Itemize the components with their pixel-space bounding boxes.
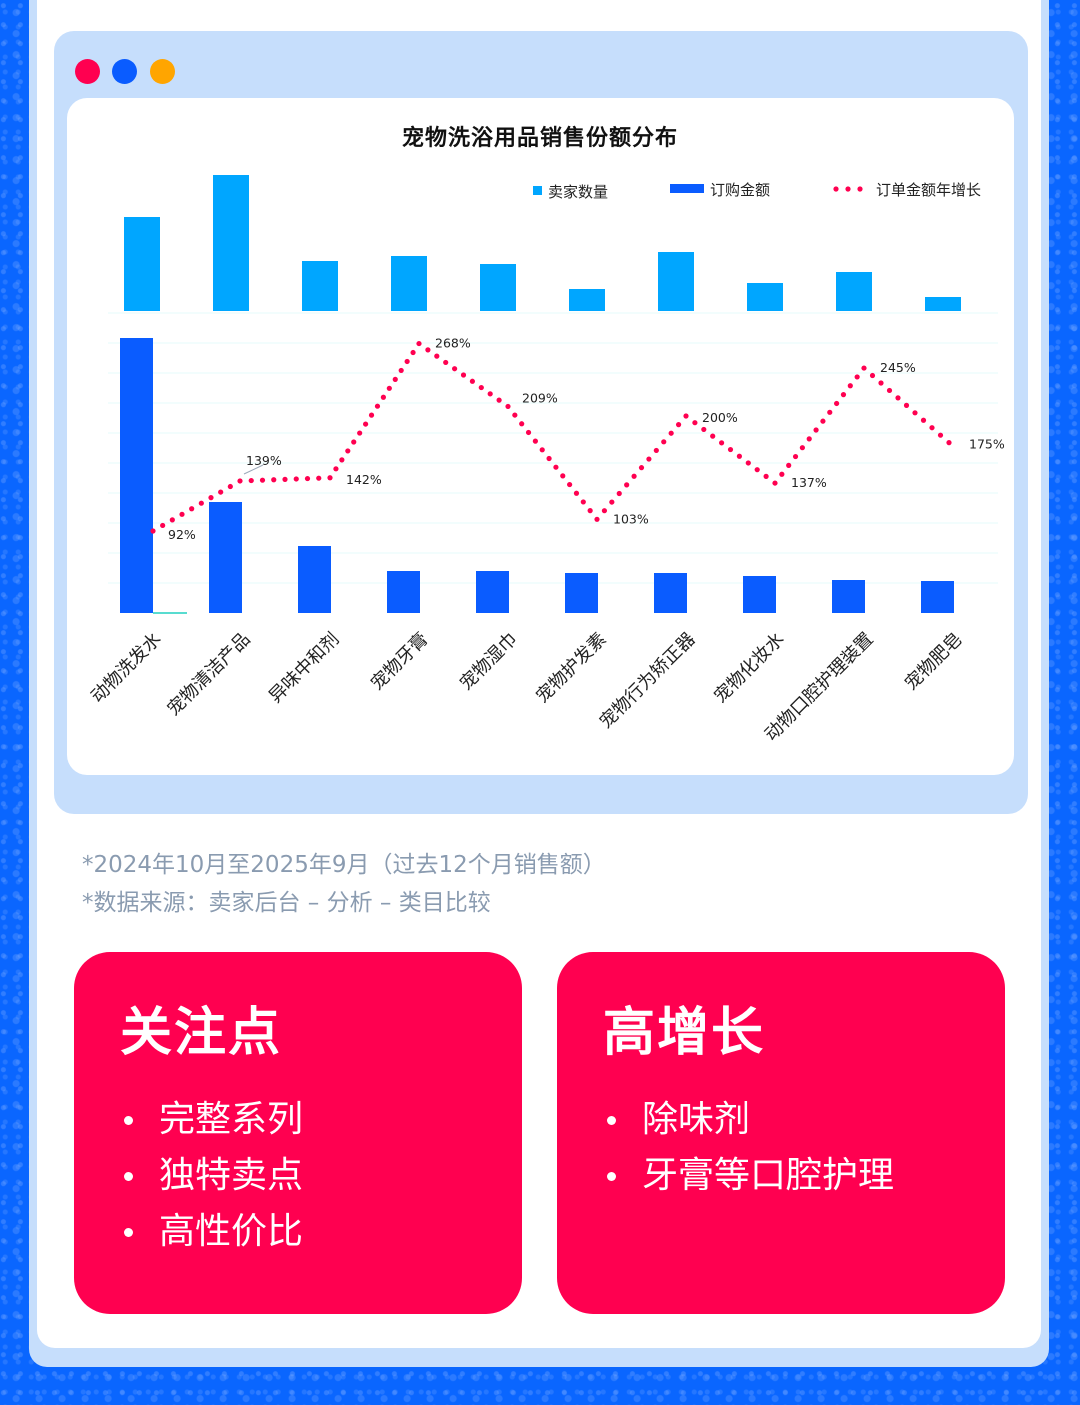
seller-bar <box>925 297 961 311</box>
x-axis-label: 宠物牙膏 <box>366 628 432 694</box>
window-dot-orange-icon <box>150 59 175 84</box>
bullet-icon <box>124 1171 133 1181</box>
order-bar <box>476 571 509 613</box>
order-bar <box>654 573 687 613</box>
order-bar <box>565 573 598 613</box>
focus-list: 完整系列 独特卖点 高性价比 <box>124 1092 303 1260</box>
growth-data-label: 139% <box>246 453 282 468</box>
gridlines <box>108 312 998 584</box>
growth-data-label: 268% <box>435 336 471 351</box>
focus-card-title: 关注点 <box>120 1003 283 1063</box>
x-axis-label: 宠物行为矫正器 <box>596 629 700 733</box>
footnote-period: *2024年10月至2025年9月（过去12个月销售额） <box>82 852 606 878</box>
seller-bar <box>124 217 160 311</box>
growth-data-label: 103% <box>613 511 649 526</box>
growth-card-title: 高增长 <box>603 1003 766 1063</box>
x-axis-label: 宠物湿巾 <box>456 629 522 695</box>
chart-legend: 卖家数量 订购金额 订单金额年增长 <box>533 181 981 201</box>
growth-data-label: 175% <box>969 437 1005 452</box>
bullet-icon <box>607 1115 616 1125</box>
seller-bar <box>391 256 427 311</box>
order-bar <box>832 580 865 613</box>
svg-text:订购金额: 订购金额 <box>710 181 770 199</box>
x-axis-label: 宠物肥皂 <box>901 629 967 695</box>
list-item: 高性价比 <box>124 1204 303 1260</box>
svg-text:卖家数量: 卖家数量 <box>548 183 608 201</box>
seller-bar <box>569 289 605 311</box>
footnote-source: *数据来源：卖家后台 – 分析 – 类目比较 <box>82 890 491 916</box>
order-bar <box>298 546 331 613</box>
seller-count-bars <box>124 175 961 311</box>
x-axis-label: 宠物护发素 <box>532 629 610 707</box>
order-bar <box>743 576 776 613</box>
growth-data-label: 92% <box>168 527 196 542</box>
growth-list: 除味剂 牙膏等口腔护理 <box>607 1092 894 1204</box>
growth-data-label: 137% <box>791 475 827 490</box>
chart-title: 宠物洗浴用品销售份额分布 <box>401 126 678 151</box>
x-axis-label: 宠物清洁产品 <box>163 629 254 720</box>
bullet-icon <box>124 1227 133 1237</box>
growth-card: 高增长 除味剂 牙膏等口腔护理 <box>557 952 1005 1314</box>
bullet-icon <box>607 1171 616 1181</box>
growth-data-label: 142% <box>346 472 382 487</box>
list-item: 牙膏等口腔护理 <box>607 1148 894 1204</box>
order-bar <box>209 502 242 613</box>
order-bar <box>921 581 954 613</box>
order-amount-bars <box>120 338 954 614</box>
x-axis-label: 宠物化妆水 <box>710 629 788 707</box>
seller-bar <box>302 261 338 311</box>
focus-card: 关注点 完整系列 独特卖点 高性价比 <box>74 952 522 1314</box>
seller-bar <box>658 252 694 311</box>
window-dot-red-icon <box>75 59 100 84</box>
list-item: 完整系列 <box>124 1092 303 1148</box>
growth-line: 92% 139% 142% 268% 209% 103% 200% 137% 245% 175% <box>150 336 1005 542</box>
seller-bar <box>480 264 516 311</box>
list-item: 除味剂 <box>607 1092 894 1148</box>
x-axis-label: 动物洗发水 <box>87 629 165 707</box>
order-bar <box>387 571 420 613</box>
chart-svg: 卖家数量 订购金额 订单金额年增长 92% 139% 142% 268% 209% 103% 2… <box>87 175 1005 745</box>
window-dot-blue-icon <box>112 59 137 84</box>
x-axis-label: 异味中和剂 <box>265 629 343 707</box>
growth-data-label: 200% <box>702 410 738 425</box>
order-bar <box>120 338 153 613</box>
seller-bar <box>747 283 783 311</box>
growth-data-label: 209% <box>522 390 558 405</box>
seller-bar <box>836 272 872 311</box>
seller-bar <box>213 175 249 311</box>
svg-text:订单金额年增长: 订单金额年增长 <box>876 181 981 199</box>
growth-data-label: 245% <box>880 360 916 375</box>
footnotes: *2024年10月至2025年9月（过去12个月销售额） *数据来源：卖家后台 … <box>82 846 606 922</box>
bullet-icon <box>124 1115 133 1125</box>
list-item: 独特卖点 <box>124 1148 303 1204</box>
